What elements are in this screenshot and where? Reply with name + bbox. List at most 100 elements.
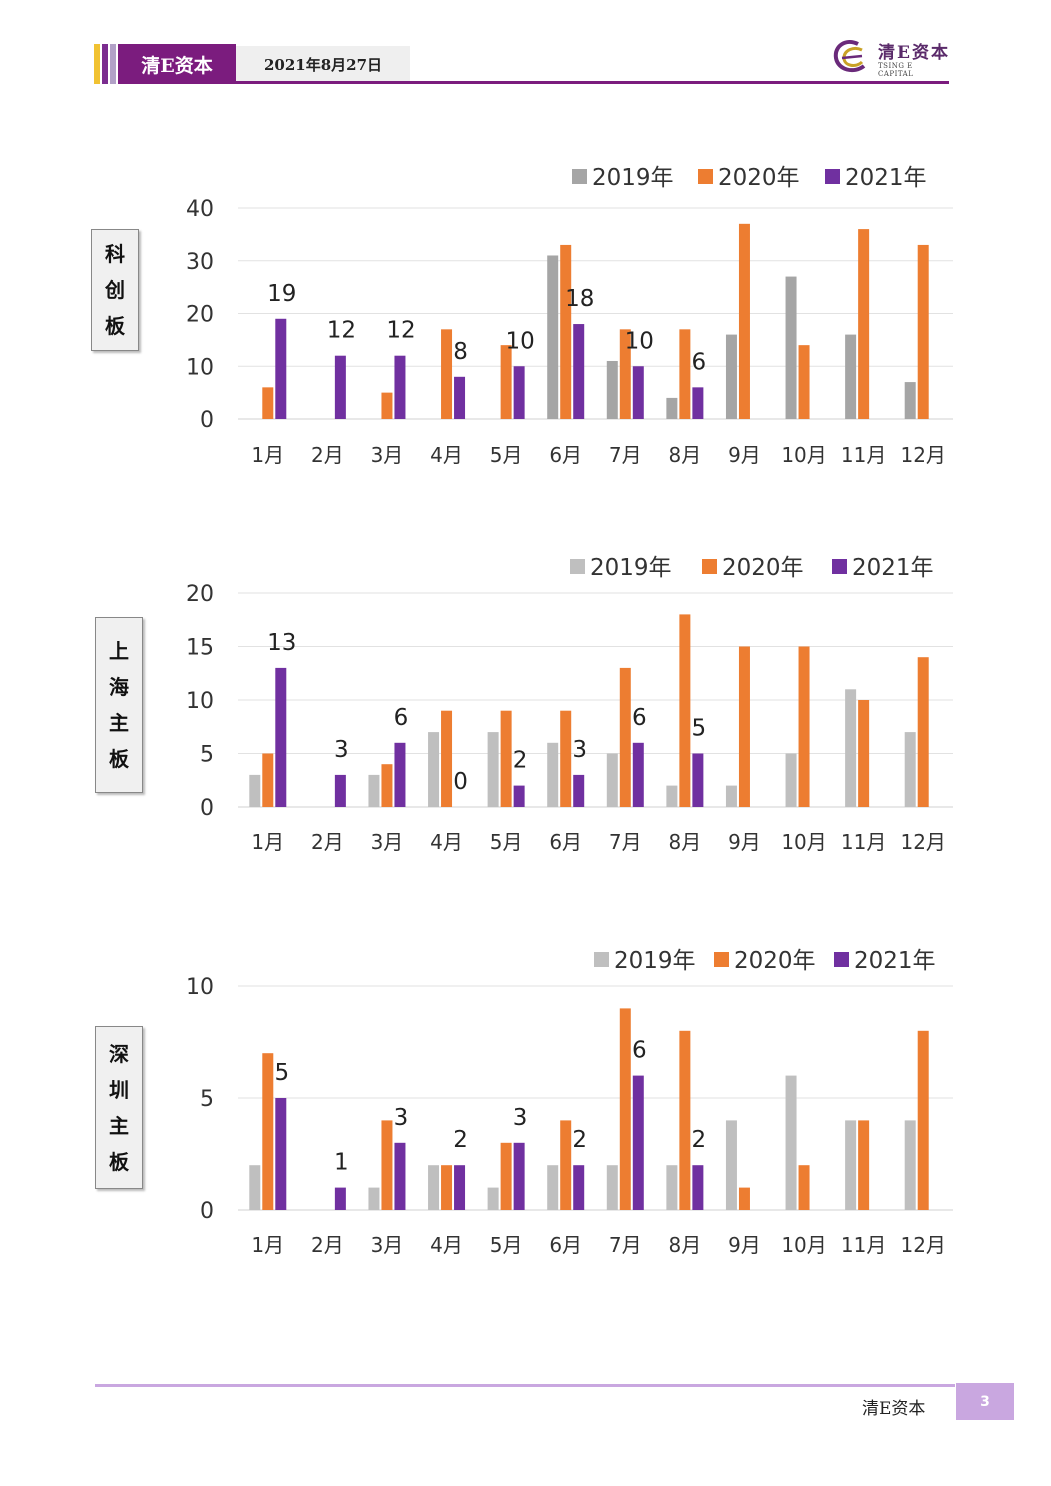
data-label: 6 bbox=[632, 1038, 647, 1064]
bar-2020年-10月 bbox=[798, 345, 810, 419]
x-tick-label: 10月 bbox=[781, 443, 826, 467]
bar-2020年-1月 bbox=[262, 1053, 274, 1210]
data-label: 12 bbox=[386, 318, 415, 344]
bar-2021年-6月 bbox=[573, 324, 585, 419]
y-tick-label: 0 bbox=[200, 1199, 214, 1224]
bar-2021年-8月 bbox=[692, 753, 704, 807]
x-tick-label: 2月 bbox=[311, 830, 344, 854]
page-number: 3 bbox=[956, 1383, 1014, 1420]
legend-swatch bbox=[825, 169, 840, 184]
data-label: 8 bbox=[453, 339, 468, 365]
legend-label: 2020年 bbox=[722, 555, 804, 581]
data-label: 3 bbox=[513, 1105, 528, 1131]
bar-2021年-4月 bbox=[454, 1165, 466, 1210]
bar-2020年-4月 bbox=[441, 329, 453, 419]
bar-2021年-1月 bbox=[275, 318, 287, 419]
bar-2019年-5月 bbox=[487, 1187, 499, 1210]
x-tick-label: 1月 bbox=[251, 1233, 284, 1257]
y-tick-label: 20 bbox=[186, 303, 214, 328]
legend-swatch bbox=[698, 169, 713, 184]
data-label: 6 bbox=[394, 705, 409, 731]
x-tick-label: 7月 bbox=[609, 443, 642, 467]
header-rule bbox=[236, 81, 949, 84]
chart-3-side-label: 深 圳 主 板 bbox=[95, 1026, 143, 1189]
bar-2021年-8月 bbox=[692, 1165, 704, 1210]
bar-2020年-11月 bbox=[858, 1120, 870, 1210]
bar-2019年-6月 bbox=[547, 742, 559, 807]
x-tick-label: 12月 bbox=[900, 1233, 945, 1257]
x-tick-label: 10月 bbox=[781, 830, 826, 854]
x-tick-label: 6月 bbox=[549, 443, 582, 467]
bar-2021年-5月 bbox=[513, 785, 525, 807]
data-label: 6 bbox=[632, 705, 647, 731]
bar-2020年-6月 bbox=[560, 710, 572, 807]
legend-swatch bbox=[702, 559, 717, 574]
bar-2019年-11月 bbox=[845, 334, 857, 419]
bar-2020年-12月 bbox=[917, 657, 929, 807]
chart-shanghai-main: 0 5 10 15 20 13 3 6 0 2 3 6 5 1月 2月 3月 4月 5月 6月 7月 8月 9月 10月 11… bbox=[186, 555, 953, 854]
header-stripe-purple bbox=[102, 44, 108, 84]
header-stripe-gold bbox=[94, 44, 100, 84]
bar-2019年-6月 bbox=[547, 1165, 559, 1210]
bar-2019年-8月 bbox=[666, 397, 678, 419]
bar-2019年-11月 bbox=[845, 1120, 857, 1210]
bar-2019年-9月 bbox=[725, 785, 737, 807]
y-tick-label: 0 bbox=[200, 796, 214, 821]
x-tick-label: 3月 bbox=[371, 830, 404, 854]
bar-2019年-9月 bbox=[725, 1120, 737, 1210]
x-tick-label: 7月 bbox=[609, 1233, 642, 1257]
bar-2019年-12月 bbox=[904, 732, 916, 807]
data-label: 2 bbox=[453, 1127, 468, 1153]
bar-2019年-10月 bbox=[785, 753, 797, 807]
data-label: 1 bbox=[334, 1150, 349, 1176]
bar-2019年-7月 bbox=[606, 753, 618, 807]
legend-swatch bbox=[572, 169, 587, 184]
legend-label: 2019年 bbox=[590, 555, 672, 581]
legend-swatch bbox=[714, 952, 729, 967]
chart-2-side-char: 上 bbox=[109, 639, 129, 663]
x-tick-label: 7月 bbox=[609, 830, 642, 854]
bar-2020年-12月 bbox=[917, 1030, 929, 1210]
bar-2020年-7月 bbox=[619, 667, 631, 807]
bar-2020年-10月 bbox=[798, 1165, 810, 1210]
logo-text-cn: 清E资本 bbox=[878, 43, 950, 63]
bar-2020年-7月 bbox=[619, 1008, 631, 1210]
bar-2019年-5月 bbox=[487, 732, 499, 807]
x-tick-label: 8月 bbox=[669, 443, 702, 467]
data-label: 10 bbox=[625, 328, 654, 354]
bar-2020年-9月 bbox=[738, 1187, 750, 1210]
company-logo: 清E资本 TSING E CAPITAL bbox=[828, 36, 950, 78]
data-label: 2 bbox=[572, 1127, 587, 1153]
data-label: 3 bbox=[334, 737, 349, 763]
chart-3-side-char: 板 bbox=[109, 1149, 129, 1174]
chart-2-side-char: 板 bbox=[109, 747, 129, 771]
x-tick-label: 11月 bbox=[841, 443, 886, 467]
bar-2021年-2月 bbox=[334, 1187, 346, 1210]
legend-label: 2020年 bbox=[718, 165, 800, 191]
bar-2019年-9月 bbox=[725, 334, 737, 419]
y-tick-label: 40 bbox=[186, 197, 214, 222]
x-tick-label: 6月 bbox=[549, 830, 582, 854]
chart-1-side-char: 创 bbox=[105, 278, 125, 302]
bar-2021年-1月 bbox=[275, 667, 287, 807]
y-tick-label: 10 bbox=[186, 689, 214, 714]
x-tick-label: 4月 bbox=[430, 443, 463, 467]
data-label: 18 bbox=[565, 286, 594, 312]
bar-2019年-10月 bbox=[785, 1075, 797, 1210]
x-tick-label: 8月 bbox=[669, 1233, 702, 1257]
bar-2019年-1月 bbox=[249, 1165, 261, 1210]
x-tick-label: 11月 bbox=[841, 1233, 886, 1257]
chart-3-side-char: 主 bbox=[109, 1113, 129, 1138]
chart-kechuang: 0 10 20 30 40 19 12 12 8 10 18 10 6 1月 2月 3月 4月 5月 6月 7月 8月 9… bbox=[186, 165, 953, 467]
chart-2-side-char: 主 bbox=[109, 711, 129, 735]
x-tick-label: 2月 bbox=[311, 443, 344, 467]
bar-2020年-5月 bbox=[500, 710, 512, 807]
data-label: 12 bbox=[327, 318, 356, 344]
bar-2020年-1月 bbox=[262, 387, 274, 419]
header-stripe-lavender bbox=[110, 44, 116, 84]
x-tick-label: 1月 bbox=[251, 830, 284, 854]
header-date: 2021年8月27日 bbox=[236, 46, 410, 82]
legend-label: 2021年 bbox=[845, 165, 927, 191]
bar-2019年-3月 bbox=[368, 774, 380, 807]
y-tick-label: 10 bbox=[186, 975, 214, 1000]
